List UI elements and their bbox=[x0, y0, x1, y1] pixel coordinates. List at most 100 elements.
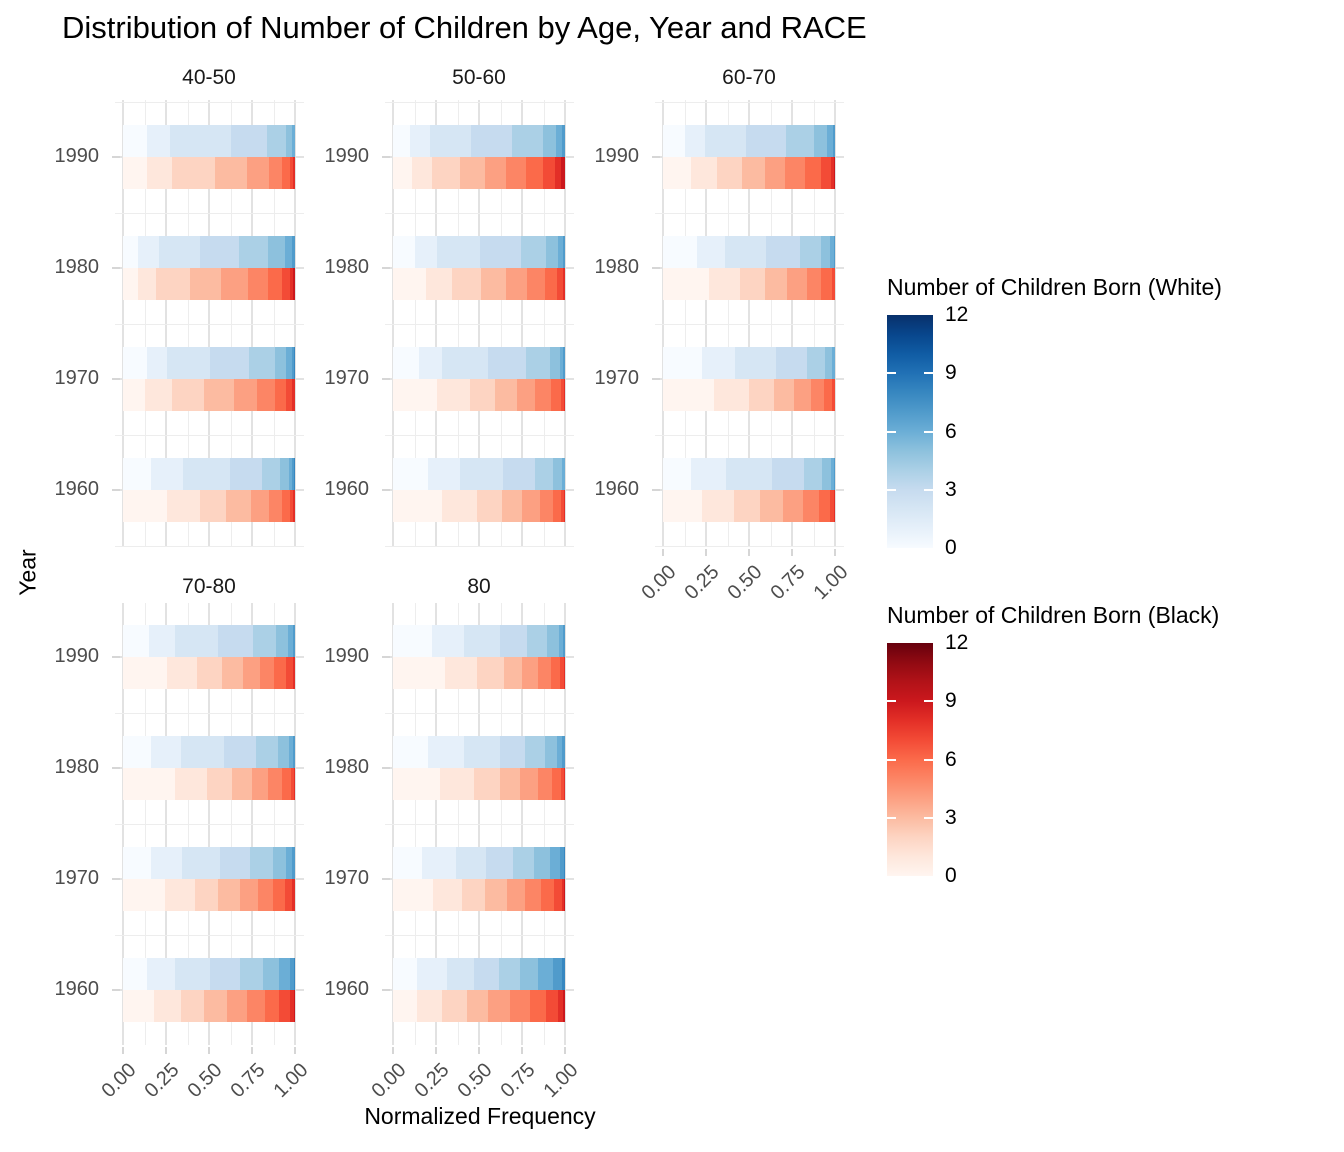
bar-segment-children-1 bbox=[150, 847, 183, 879]
bar-segment-children-4 bbox=[512, 847, 535, 879]
y-tick-label: 1960 bbox=[594, 478, 640, 500]
x-axis-tick bbox=[564, 1047, 566, 1054]
y-tick-label: 1980 bbox=[324, 756, 370, 778]
bar-80-1960-white bbox=[393, 958, 565, 990]
bar-segment-children-2 bbox=[463, 625, 501, 657]
x-tick-label: 0.50 bbox=[183, 1059, 227, 1103]
bar-segment-children-6 bbox=[538, 958, 553, 990]
bar-segment-children-4 bbox=[250, 847, 274, 879]
bar-segment-children-2 bbox=[199, 490, 227, 522]
bar-60-70-1960-white bbox=[663, 458, 835, 490]
bar-80-1990-white bbox=[393, 625, 565, 657]
bar-segment-children-4 bbox=[249, 347, 276, 379]
bar-segment-children-6 bbox=[292, 125, 295, 157]
x-tick-label: 0.25 bbox=[410, 1059, 454, 1103]
bar-40-50-1990-white bbox=[123, 125, 295, 157]
y-tick-label: 1970 bbox=[594, 367, 640, 389]
bar-segment-children-7 bbox=[552, 958, 562, 990]
bar-segment-children-6 bbox=[282, 157, 290, 189]
bar-segment-children-4 bbox=[520, 768, 539, 800]
bar-segment-children-2 bbox=[183, 458, 230, 490]
bar-segment-children-6 bbox=[545, 268, 558, 300]
y-tick-label: 1990 bbox=[594, 145, 640, 167]
bar-segment-children-2 bbox=[207, 768, 233, 800]
bar-segment-children-1 bbox=[428, 736, 464, 768]
bar-segment-children-6 bbox=[558, 236, 564, 268]
bar-segment-children-1 bbox=[428, 458, 461, 490]
x-tick-label: 0.00 bbox=[367, 1059, 411, 1103]
bar-segment-children-4 bbox=[521, 657, 539, 689]
bar-segment-children-3 bbox=[502, 490, 522, 522]
bar-segment-children-8 bbox=[289, 268, 294, 300]
x-axis-tick bbox=[251, 1047, 253, 1054]
bar-segment-children-4 bbox=[233, 379, 258, 411]
bar-segment-children-3 bbox=[772, 458, 805, 490]
bar-segment-children-8 bbox=[294, 958, 295, 990]
bar-segment-children-4 bbox=[786, 268, 807, 300]
bar-50-60-1990-black bbox=[393, 157, 565, 189]
x-axis-tick bbox=[834, 549, 836, 556]
bar-segment-children-2 bbox=[452, 268, 481, 300]
bar-segment-children-0 bbox=[123, 768, 176, 800]
bar-80-1960-black bbox=[393, 990, 565, 1022]
bar-segment-children-3 bbox=[500, 736, 526, 768]
bar-segment-children-2 bbox=[473, 768, 501, 800]
bar-segment-children-2 bbox=[740, 268, 766, 300]
bar-segment-children-3 bbox=[199, 236, 240, 268]
bar-segment-children-3 bbox=[773, 379, 794, 411]
bar-segment-children-4 bbox=[806, 347, 825, 379]
bar-segment-children-1 bbox=[145, 379, 173, 411]
bar-segment-children-1 bbox=[417, 958, 448, 990]
x-axis-tick bbox=[392, 1047, 394, 1054]
bar-50-60-1980-white bbox=[393, 236, 565, 268]
bar-segment-children-7 bbox=[282, 268, 290, 300]
bar-segment-children-5 bbox=[509, 990, 530, 1022]
legend-tick-mark bbox=[887, 430, 896, 433]
bar-segment-children-5 bbox=[540, 490, 553, 522]
gridline-horizontal bbox=[385, 101, 574, 103]
bar-segment-children-4 bbox=[521, 490, 541, 522]
bar-segment-children-6 bbox=[819, 490, 830, 522]
bar-segment-children-7 bbox=[290, 768, 295, 800]
bar-segment-children-7 bbox=[562, 125, 565, 157]
bar-segment-children-3 bbox=[190, 268, 221, 300]
bar-segment-children-0 bbox=[663, 379, 714, 411]
bar-segment-children-0 bbox=[123, 847, 151, 879]
bar-segment-children-6 bbox=[264, 990, 280, 1022]
bar-80-1970-black bbox=[393, 879, 565, 911]
bar-50-60-1960-black bbox=[393, 490, 565, 522]
bar-segment-children-3 bbox=[500, 768, 521, 800]
bar-segment-children-0 bbox=[123, 458, 151, 490]
bar-segment-children-3 bbox=[479, 236, 522, 268]
bar-segment-children-0 bbox=[123, 736, 151, 768]
gridline-horizontal bbox=[385, 934, 574, 936]
bar-segment-children-9 bbox=[834, 157, 835, 189]
bar-segment-children-2 bbox=[429, 125, 472, 157]
gridline-horizontal bbox=[115, 545, 304, 547]
bar-segment-children-6 bbox=[821, 268, 832, 300]
bar-segment-children-2 bbox=[182, 847, 221, 879]
bar-segment-children-2 bbox=[442, 990, 467, 1022]
bar-segment-children-7 bbox=[834, 236, 835, 268]
bar-segment-children-1 bbox=[442, 490, 478, 522]
bar-segment-children-6 bbox=[550, 847, 560, 879]
bar-segment-children-7 bbox=[557, 268, 564, 300]
bar-segment-children-2 bbox=[431, 157, 461, 189]
y-axis-title: Year bbox=[14, 549, 41, 596]
bar-segment-children-7 bbox=[560, 379, 565, 411]
gridline-horizontal bbox=[655, 323, 844, 325]
bar-segment-children-5 bbox=[268, 236, 285, 268]
bar-segment-children-1 bbox=[415, 236, 437, 268]
x-tick-label: 1.00 bbox=[269, 1059, 313, 1103]
bar-segment-children-8 bbox=[564, 657, 565, 689]
bar-segment-children-7 bbox=[289, 490, 294, 522]
bar-segment-children-1 bbox=[425, 268, 453, 300]
bar-segment-children-8 bbox=[830, 157, 835, 189]
bar-segment-children-8 bbox=[834, 490, 835, 522]
bar-segment-children-7 bbox=[821, 157, 831, 189]
bar-segment-children-8 bbox=[289, 990, 295, 1022]
bar-segment-children-0 bbox=[123, 958, 148, 990]
bar-50-60-1960-white bbox=[393, 458, 565, 490]
bar-segment-children-5 bbox=[276, 625, 289, 657]
x-tick-label: 0.50 bbox=[453, 1059, 497, 1103]
